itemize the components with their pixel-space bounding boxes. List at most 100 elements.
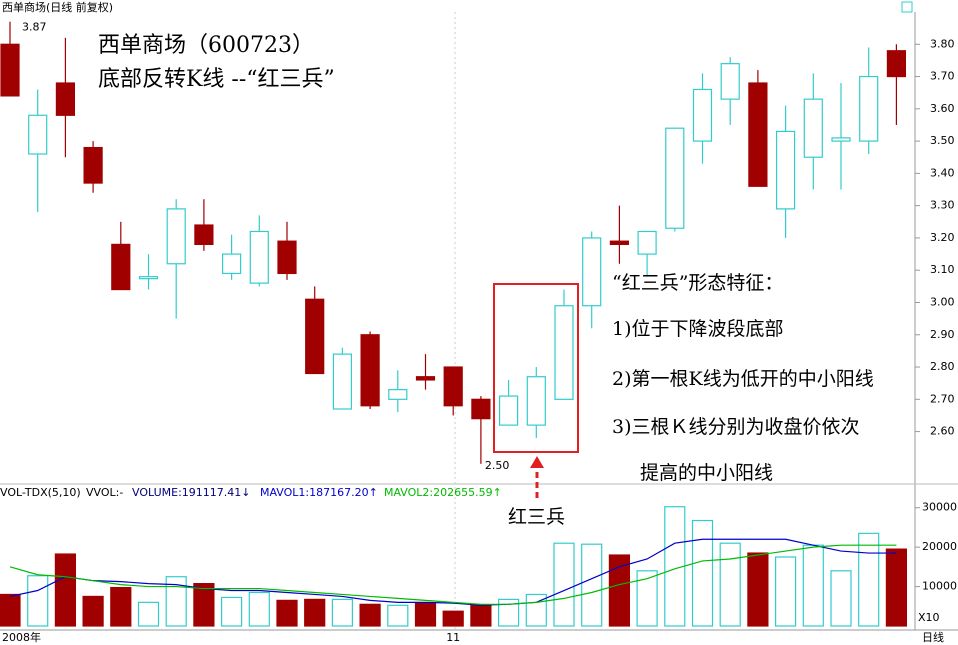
x-tick-label: 2008年 [2,630,41,644]
volume-bar [691,519,714,627]
indicator-vvol: VVOL:- [86,486,123,499]
max-label: 3.87 [22,21,47,34]
candle-body [720,63,740,100]
volume-bar [747,552,769,627]
candle-body [471,398,491,420]
volume-bar [110,586,132,627]
annotation: 2)第一根K线为低开的中小阳线 [612,368,874,390]
y-tick-label: 20000 [922,540,957,553]
volume-bar [581,543,603,627]
y-tick-label: 3.20 [930,231,955,244]
volume-bar [442,610,464,627]
volume-bar [221,596,243,627]
candle-body [305,298,325,375]
candle-body [166,208,186,265]
candle-body [499,395,519,426]
volume-bar [359,603,381,627]
chart-subtitle: 底部反转K线 --“红三兵” [98,67,335,92]
candle-body [609,240,630,245]
candle-body [582,237,602,307]
period-label: 日线 [922,630,944,644]
annotation: 1)位于下降波段底部 [612,318,784,340]
candle-body [360,334,380,407]
candle-body [831,137,851,142]
candle-body [28,114,48,155]
volume-bar [27,575,49,627]
candle-body [526,376,546,426]
legend-entry: MAVOL1:187167.20↑ [260,486,378,499]
x-tick-label: 11 [446,631,460,644]
volume-bar [54,553,77,627]
candle-body [665,127,685,229]
volume-bar [498,598,520,627]
volume-bar [276,599,298,627]
y-tick-label: 10000 [922,580,957,593]
y-tick-label: 3.30 [930,199,955,212]
chart-title: 西单商场（600723） [98,33,314,58]
legend-entry: VOLUME:191117.41↓ [132,486,250,499]
annotation: “红三兵”形态特征： [612,272,783,294]
volume-bar [719,542,741,627]
scale-label: X10 [918,611,940,624]
indicator-name: VOL-TDX(5,10) [0,486,81,499]
candle-body [748,82,768,187]
legend-entry: MAVOL2:202655.59↑ [384,486,502,499]
y-tick-label: 2.60 [930,425,955,438]
y-tick-label: 3.00 [930,295,955,308]
window-icon [901,1,913,13]
volume-bar [165,576,187,627]
chart-header: 西单商场(日线 前复权) [2,0,113,14]
y-tick-label: 30000 [922,501,957,514]
candle-body [803,98,823,158]
volume-bar [137,601,160,627]
candle-body [388,389,408,400]
candle-body [194,224,214,245]
y-tick-label: 2.90 [930,328,955,341]
y-tick-label: 3.70 [930,70,955,83]
candle-body [859,75,879,142]
candle-body [886,50,907,78]
volume-bar [470,604,492,627]
candle-body [111,243,131,291]
candle-body [637,230,657,255]
candle-body [277,240,297,275]
annotation: 3)三根Ｋ线分别为收盘价依次 [612,416,860,438]
y-tick-label: 2.80 [930,360,955,373]
candle-body [83,146,103,184]
volume-bar [193,583,215,627]
candle-body [332,353,352,410]
candle-body [443,366,463,407]
candle-body [554,305,574,400]
candle-body [55,82,76,116]
y-tick-label: 2.70 [930,392,955,405]
volume-bar [802,544,824,627]
volume-bar [248,591,270,627]
arrow-head [530,456,544,468]
y-tick-label: 3.50 [930,134,955,147]
candle-body [138,276,159,280]
candle-body [249,230,269,284]
volume-bar [774,556,797,627]
ma-line [9,544,897,605]
y-tick-label: 3.80 [930,37,955,50]
volume-bar [304,598,326,627]
annotation: 红三兵 [508,506,565,528]
highlight-box [493,283,579,453]
volume-bar [830,570,852,627]
annotation: 提高的中小阳线 [640,462,773,484]
candle-body [775,130,796,210]
volume-bar [0,593,21,627]
volume-bar [636,570,658,627]
y-tick-label: 3.40 [930,166,955,179]
candle-body [0,43,20,97]
volume-bar [387,604,409,627]
volume-bar [608,554,631,627]
min-label: 2.50 [485,459,510,472]
volume-bar [82,595,104,627]
ma-line [9,538,897,606]
candle-body [692,88,713,142]
volume-bar [885,548,908,627]
volume-bar [414,602,437,627]
